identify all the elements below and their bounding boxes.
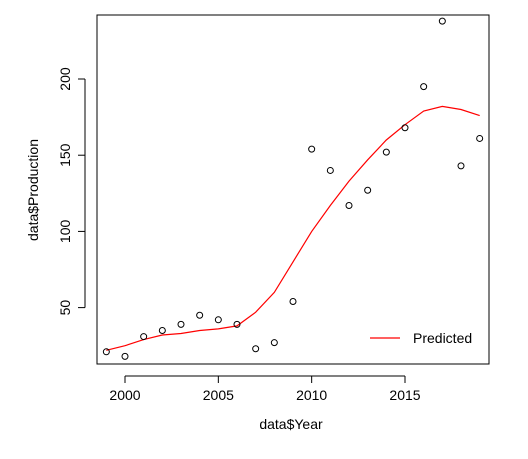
data-points-group (102, 17, 484, 360)
data-point (102, 348, 110, 356)
y-tick-label: 200 (57, 67, 73, 91)
data-point (364, 186, 372, 194)
plot-frame (96, 14, 490, 365)
x-axis-label: data$Year (259, 416, 323, 432)
x-tick-label: 2000 (109, 387, 140, 403)
data-point (270, 339, 278, 347)
data-point (233, 320, 241, 328)
legend-predicted-label: Predicted (413, 330, 472, 346)
data-point (476, 134, 484, 142)
predicted-line (106, 105, 480, 351)
data-point (214, 316, 222, 324)
data-point (289, 298, 297, 306)
x-axis: 2000 2005 2010 2015 (109, 375, 421, 403)
y-tick-label: 50 (57, 300, 73, 316)
data-point (308, 145, 316, 153)
data-point (345, 202, 353, 210)
data-point (158, 326, 166, 334)
x-tick-label: 2010 (296, 387, 327, 403)
y-axis-label: data$Production (25, 139, 41, 241)
data-point (196, 311, 204, 319)
y-axis: 50 100 150 200 (57, 67, 86, 316)
predicted-line-group (106, 105, 480, 351)
data-point (177, 320, 185, 328)
x-tick-label: 2005 (203, 387, 234, 403)
data-point (121, 352, 129, 360)
x-tick-label: 2015 (389, 387, 420, 403)
data-point (438, 17, 446, 25)
data-point (382, 148, 390, 156)
data-point (401, 124, 409, 132)
data-point (252, 345, 260, 353)
y-tick-label: 150 (57, 143, 73, 167)
legend: Predicted (370, 330, 472, 346)
data-point (420, 83, 428, 91)
data-point (326, 166, 334, 174)
y-tick-label: 100 (57, 220, 73, 244)
data-point (457, 162, 465, 170)
data-point (140, 333, 148, 341)
